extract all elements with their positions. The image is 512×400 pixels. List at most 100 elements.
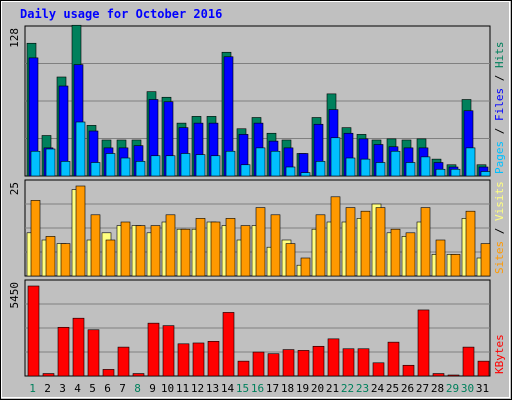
bar-pages-13 xyxy=(210,155,221,177)
x-tick-label: 28 xyxy=(431,382,444,395)
bar-kbytes-19 xyxy=(297,350,310,377)
y-max-label: 5450 xyxy=(8,282,21,309)
x-tick-label: 1 xyxy=(29,382,36,395)
bar-sites-16 xyxy=(255,207,266,277)
bar-pages-6 xyxy=(105,153,116,177)
x-tick-label: 14 xyxy=(221,382,235,395)
x-tick-label: 31 xyxy=(476,382,489,395)
x-tick-label: 10 xyxy=(161,382,174,395)
bar-kbytes-15 xyxy=(237,360,250,377)
x-axis-labels: 1 2 3 4 5 6 7 8 9 10 11 12 13 14 15 16 17 18 19 20 21 22 23 24 2… xyxy=(29,382,489,395)
bar-sites-18 xyxy=(285,243,296,277)
bar-pages-24 xyxy=(375,162,386,177)
bar-sites-7 xyxy=(120,221,131,277)
bar-pages-5 xyxy=(90,162,101,177)
bar-kbytes-5 xyxy=(87,329,100,377)
x-tick-label: 3 xyxy=(59,382,66,395)
bar-kbytes-30 xyxy=(462,346,475,377)
bar-kbytes-11 xyxy=(177,343,190,377)
bar-pages-3 xyxy=(60,161,71,177)
bar-sites-8 xyxy=(135,225,146,277)
x-tick-label: 12 xyxy=(191,382,204,395)
bar-pages-22 xyxy=(345,157,356,177)
bar-kbytes-18 xyxy=(282,349,295,377)
bar-pages-10 xyxy=(165,155,176,177)
bar-sites-4 xyxy=(75,185,86,277)
bar-sites-30 xyxy=(465,210,476,277)
x-tick-label: 23 xyxy=(356,382,369,395)
bar-kbytes-2 xyxy=(42,373,55,377)
x-tick-label: 30 xyxy=(461,382,474,395)
bar-kbytes-1 xyxy=(27,285,40,377)
x-tick-label: 25 xyxy=(386,382,399,395)
x-tick-label: 22 xyxy=(341,382,354,395)
bar-sites-23 xyxy=(360,210,371,277)
y-title: KBytes xyxy=(493,334,506,374)
x-tick-label: 27 xyxy=(416,382,429,395)
series-kbytes xyxy=(27,285,490,377)
panel-3: 5450 KBytes xyxy=(8,279,506,377)
bar-sites-21 xyxy=(330,196,341,277)
y-title-part: / xyxy=(493,68,506,88)
bar-kbytes-8 xyxy=(132,373,145,377)
bar-sites-19 xyxy=(300,257,311,277)
bar-kbytes-10 xyxy=(162,325,175,377)
x-tick-label: 7 xyxy=(119,382,126,395)
bar-pages-21 xyxy=(330,137,341,177)
bar-pages-28 xyxy=(435,168,446,177)
bar-pages-2 xyxy=(45,148,56,177)
bar-pages-20 xyxy=(315,161,326,177)
x-tick-label: 18 xyxy=(281,382,294,395)
series-pages xyxy=(30,121,491,177)
x-tick-label: 21 xyxy=(326,382,339,395)
panels: 128 Pages / Files / Hits 25 Sites / Visits 5… xyxy=(8,24,506,377)
bar-pages-25 xyxy=(390,150,401,177)
bar-pages-29 xyxy=(450,168,461,177)
bar-sites-28 xyxy=(435,239,446,277)
bar-pages-31 xyxy=(480,171,491,177)
bar-pages-18 xyxy=(285,166,296,177)
bar-sites-10 xyxy=(165,214,176,277)
x-tick-label: 11 xyxy=(176,382,189,395)
chart-title: Daily usage for October 2016 xyxy=(20,7,222,21)
y-title-part: Sites xyxy=(493,241,506,274)
x-tick-label: 24 xyxy=(371,382,385,395)
bar-sites-17 xyxy=(270,214,281,277)
series-sites xyxy=(30,185,491,277)
bar-pages-26 xyxy=(405,162,416,177)
bar-pages-17 xyxy=(270,150,281,177)
x-tick-label: 19 xyxy=(296,382,309,395)
bar-kbytes-12 xyxy=(192,342,205,377)
bar-pages-30 xyxy=(465,147,476,177)
bar-kbytes-7 xyxy=(117,346,130,377)
bar-sites-27 xyxy=(420,207,431,277)
x-tick-label: 13 xyxy=(206,382,219,395)
bar-kbytes-14 xyxy=(222,312,235,377)
bar-pages-12 xyxy=(195,154,206,177)
bar-pages-16 xyxy=(255,147,266,177)
bar-pages-27 xyxy=(420,156,431,177)
x-tick-label: 17 xyxy=(266,382,279,395)
bar-kbytes-23 xyxy=(357,348,370,377)
bar-pages-4 xyxy=(75,121,86,177)
x-tick-label: 5 xyxy=(89,382,96,395)
y-title: Sites / Visits xyxy=(493,181,506,274)
bar-sites-5 xyxy=(90,214,101,277)
bar-kbytes-28 xyxy=(432,373,445,377)
bar-sites-25 xyxy=(390,228,401,277)
bar-sites-24 xyxy=(375,207,386,277)
bar-kbytes-26 xyxy=(402,364,415,377)
x-tick-label: 29 xyxy=(446,382,459,395)
bar-pages-8 xyxy=(135,161,146,177)
bar-sites-1 xyxy=(30,200,41,277)
bar-kbytes-13 xyxy=(207,341,220,377)
bar-pages-7 xyxy=(120,157,131,177)
bar-pages-14 xyxy=(225,150,236,177)
y-max-label: 128 xyxy=(8,28,21,48)
y-title-part: Visits xyxy=(493,181,506,221)
bar-sites-14 xyxy=(225,218,236,277)
bar-sites-13 xyxy=(210,221,221,277)
y-title-part: / xyxy=(493,121,506,141)
x-tick-label: 26 xyxy=(401,382,414,395)
